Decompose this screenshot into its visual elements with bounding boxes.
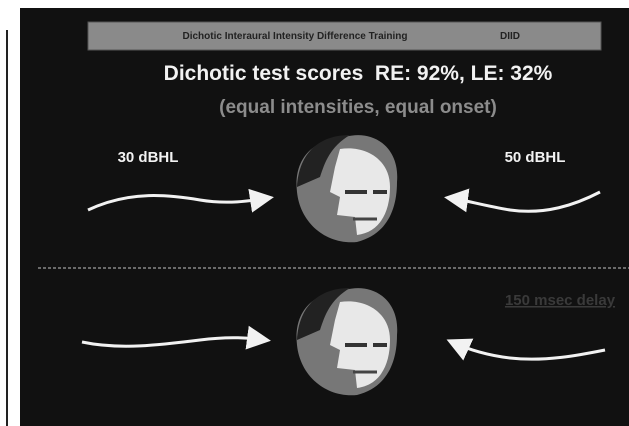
slide-title: Dichotic test scores RE: 92%, LE: 32% — [164, 62, 553, 85]
slide-screenshot: Dichotic Interaural Intensity Difference… — [0, 0, 629, 426]
delay-label: 150 msec delay — [505, 292, 616, 309]
left-label: 30 dBHL — [118, 149, 179, 166]
header-title: Dichotic Interaural Intensity Difference… — [182, 31, 407, 42]
right-label: 50 dBHL — [505, 149, 566, 166]
page: Dichotic Interaural Intensity Difference… — [0, 0, 629, 426]
header-abbr: DIID — [500, 31, 520, 42]
slide-subtitle: (equal intensities, equal onset) — [219, 97, 497, 118]
